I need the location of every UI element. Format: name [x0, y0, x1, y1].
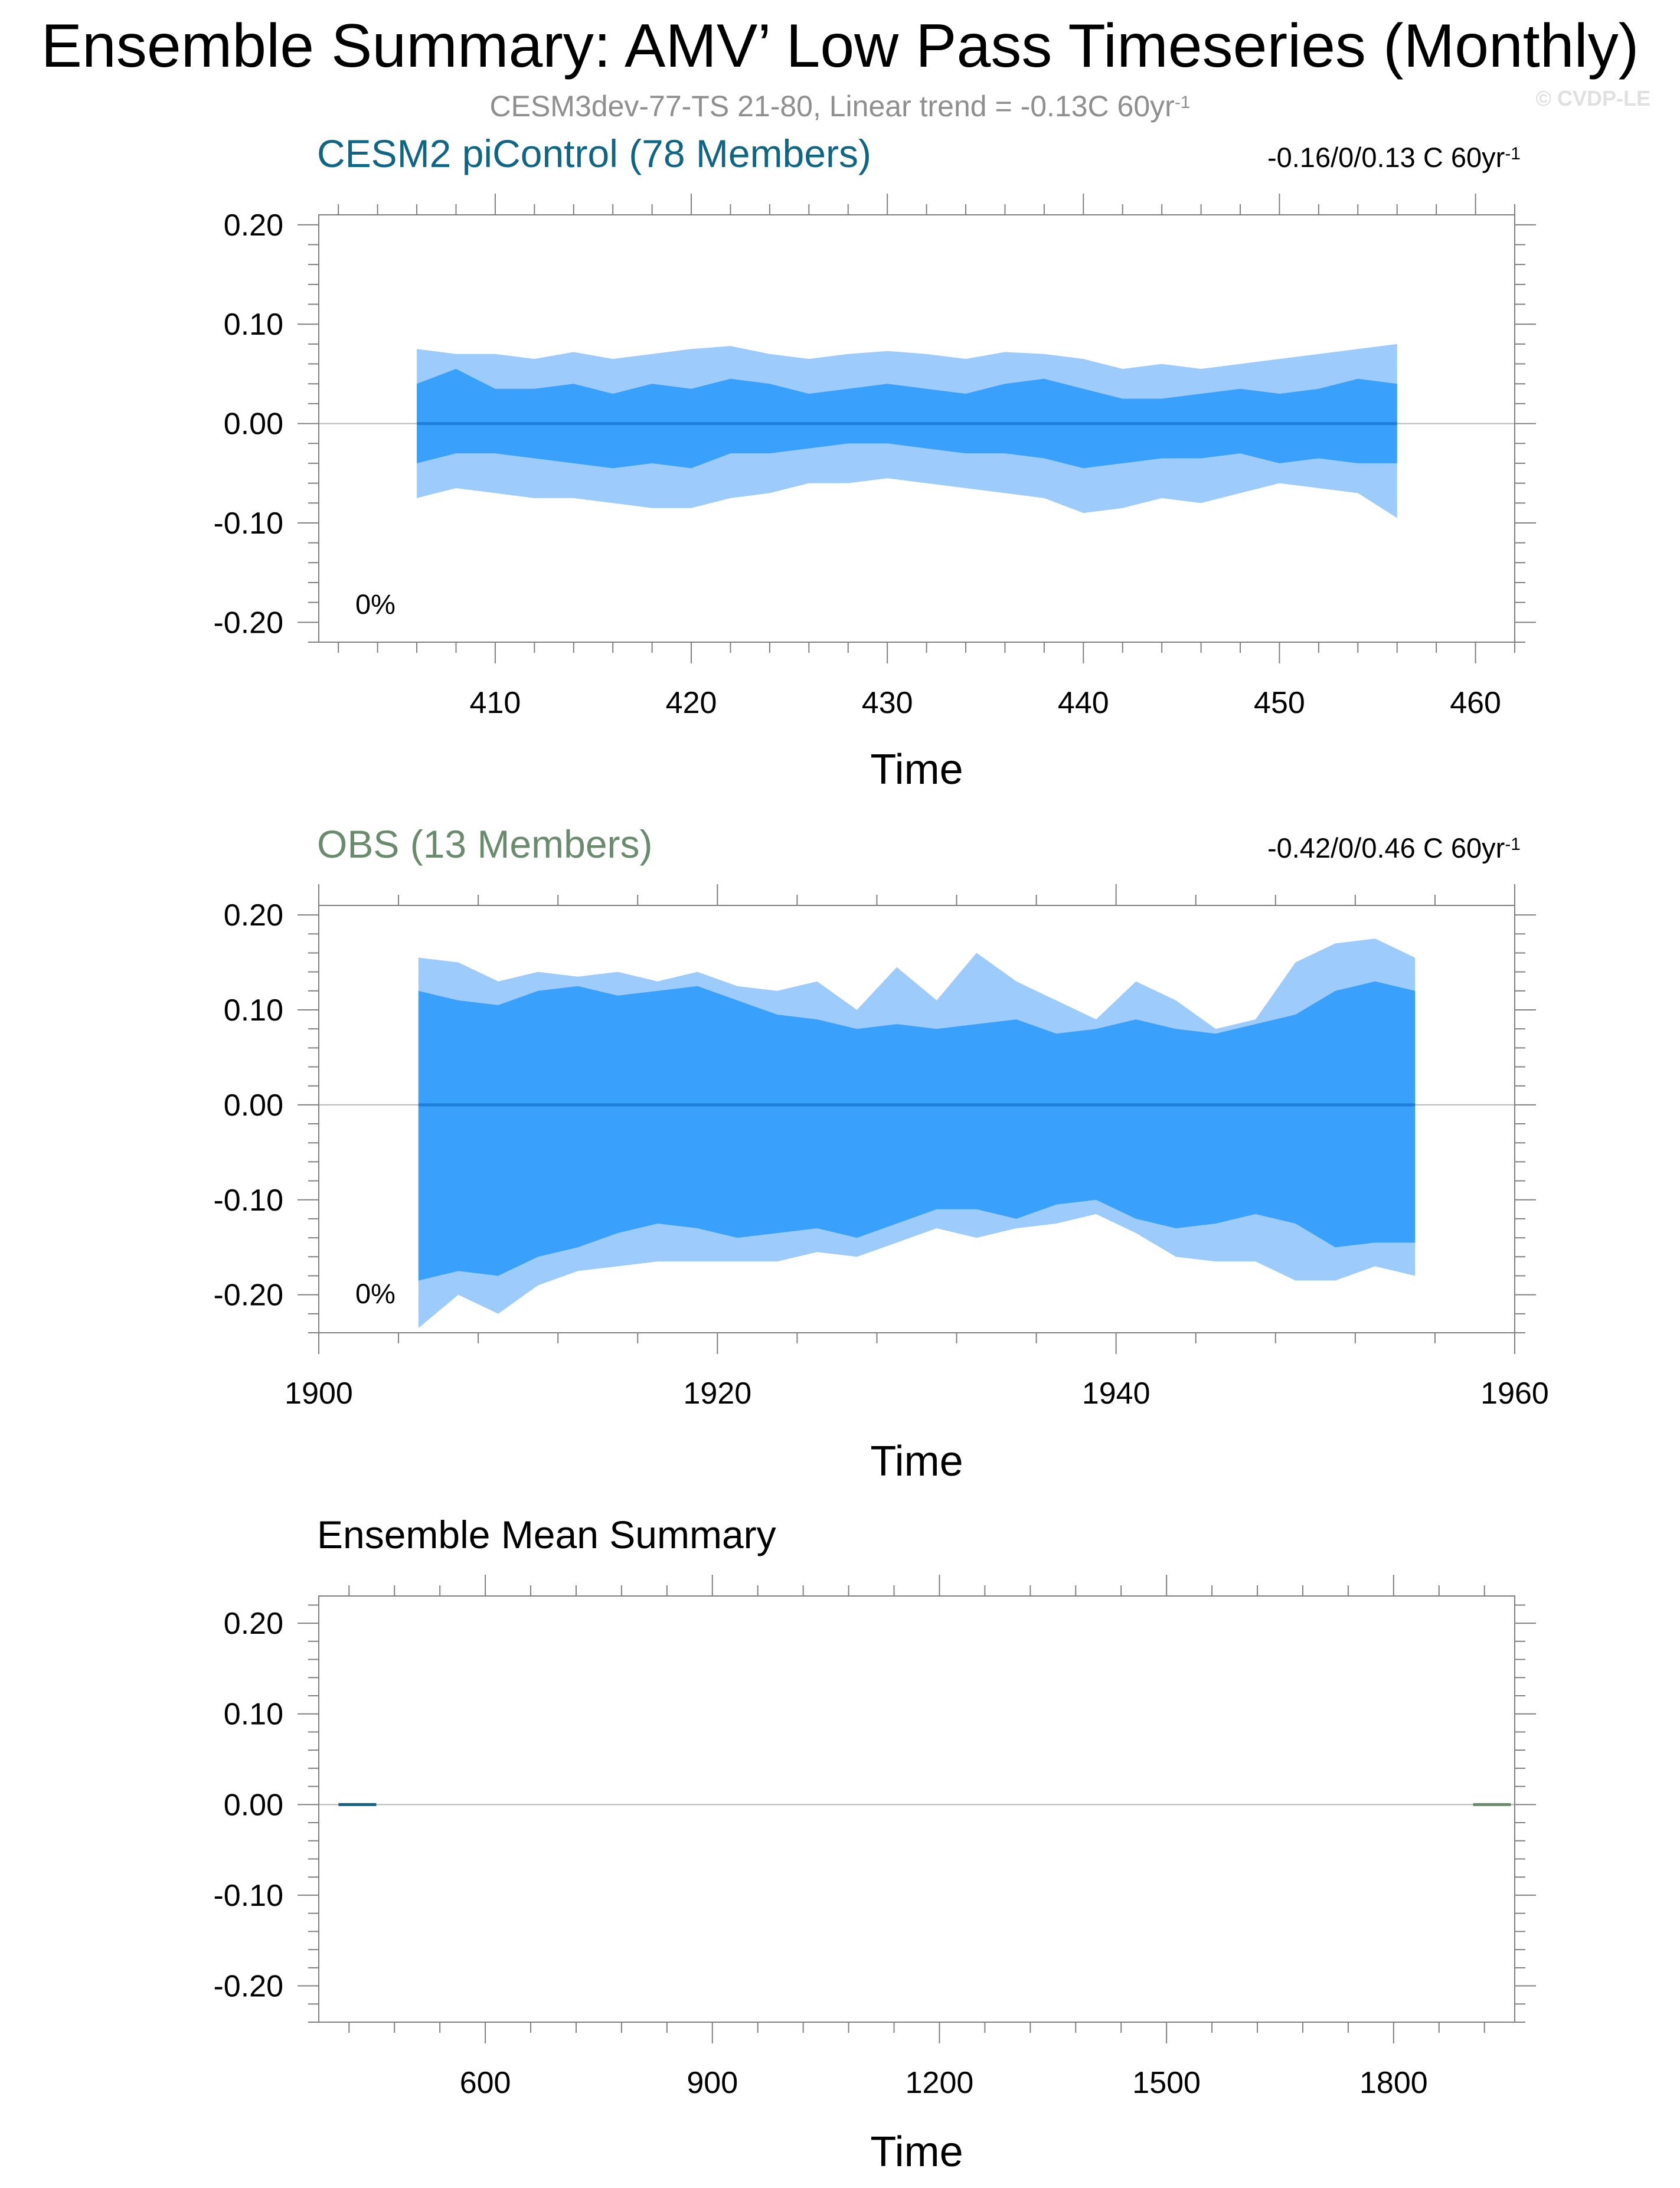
panel-3-chart: 0.20 0.10 0.00 -0.10 -0.20 600 900 1200 1500 1800 [213, 1575, 1536, 2100]
panel-1-x-tick-label: 460 [1450, 686, 1501, 720]
panel-3-plot-frame [318, 1595, 1515, 2023]
subtitle: CESM3dev-77-TS 21-80, Linear trend = -0.… [0, 89, 1680, 124]
panel-1-inner-band [417, 369, 1397, 469]
panel-3-x-tick-label: 1500 [1132, 2066, 1201, 2100]
panel-2-title: OBS (13 Members) [317, 822, 653, 866]
panel-3-y-tick-label: 0.10 [224, 1698, 283, 1732]
panel-2-plot-frame [318, 905, 1515, 1333]
panel-1-plot-frame [318, 214, 1515, 643]
panel-1-range-text: -0.16/0/0.13 C 60yr [1267, 142, 1505, 173]
panel-3-x-tick-label: 900 [687, 2066, 738, 2100]
panel-2-range-text: -0.42/0/0.46 C 60yr [1267, 832, 1505, 864]
panel-1-x-tick-label: 410 [470, 686, 521, 720]
panel-2-chart: 0.20 0.10 0.00 -0.10 -0.20 1900 1920 1940 1960 [213, 884, 1549, 1411]
panel-2-x-tick-label: 1920 [683, 1376, 751, 1411]
panel-1-x-axis-title: Time [870, 746, 963, 793]
panel-2-y-tick-label: -0.20 [213, 1278, 283, 1313]
panel-1-x-tick-label: 450 [1254, 686, 1305, 720]
panel-2-range-sup: -1 [1505, 835, 1521, 854]
panel-3-y-tick-label: -0.20 [213, 1970, 283, 2004]
panel-1-chart: 0.20 0.10 0.00 -0.10 -0.20 410 420 430 440 450 460 [213, 194, 1536, 720]
panel-3-x-tick-label: 600 [460, 2066, 511, 2100]
panel-2-x-tick-label: 1900 [285, 1376, 353, 1411]
panel-1-y-tick-label: 0.10 [224, 308, 283, 342]
panel-1-y-tick-label: -0.10 [213, 506, 283, 541]
panel-1-y-tick-label: 0.00 [224, 407, 283, 441]
panel-3-x-tick-label: 1200 [906, 2066, 974, 2100]
copyright-label: © CVDP-LE [1535, 86, 1650, 110]
panel-3-y-tick-label: -0.10 [213, 1879, 283, 1913]
panel-1-trend-range: -0.16/0/0.13 C 60yr-1 [1267, 140, 1521, 175]
panel-1-title: CESM2 piControl (78 Members) [317, 132, 871, 175]
panel-1-x-tick-label: 420 [666, 686, 717, 720]
panel-1-y-tick-label: 0.20 [224, 208, 283, 243]
panel-2-y-tick-label: 0.10 [224, 993, 283, 1028]
panel-2-percent-label: 0% [355, 1278, 396, 1309]
panel-2-x-axis-title: Time [870, 1438, 963, 1485]
panel-3-title: Ensemble Mean Summary [317, 1513, 776, 1556]
panel-2-y-tick-label: 0.00 [224, 1088, 283, 1123]
main-title: Ensemble Summary: AMV’ Low Pass Timeseri… [41, 12, 1639, 80]
subtitle-text: CESM3dev-77-TS 21-80, Linear trend = -0.… [489, 90, 1175, 123]
subtitle-superscript: -1 [1174, 93, 1191, 112]
panel-2-x-tick-label: 1960 [1480, 1376, 1549, 1411]
panel-1-x-tick-label: 430 [862, 686, 913, 720]
panel-1-percent-label: 0% [355, 588, 396, 620]
panel-2-trend-range: -0.42/0/0.46 C 60yr-1 [1267, 831, 1521, 865]
panel-3-y-tick-label: 0.20 [224, 1607, 283, 1641]
panel-2-inner-band [418, 981, 1416, 1281]
panel-1-x-tick-label: 440 [1058, 686, 1109, 720]
panel-2-y-tick-label: -0.10 [213, 1183, 283, 1218]
panel-3-y-tick-label: 0.00 [224, 1788, 283, 1822]
panel-3-x-axis-title: Time [870, 2128, 963, 2176]
panel-3-x-tick-label: 1800 [1359, 2066, 1428, 2100]
panel-1-y-tick-label: -0.20 [213, 606, 283, 640]
panel-2-y-tick-label: 0.20 [224, 898, 283, 933]
panel-2-x-tick-label: 1940 [1082, 1376, 1150, 1411]
panel-1-range-sup: -1 [1505, 144, 1521, 163]
